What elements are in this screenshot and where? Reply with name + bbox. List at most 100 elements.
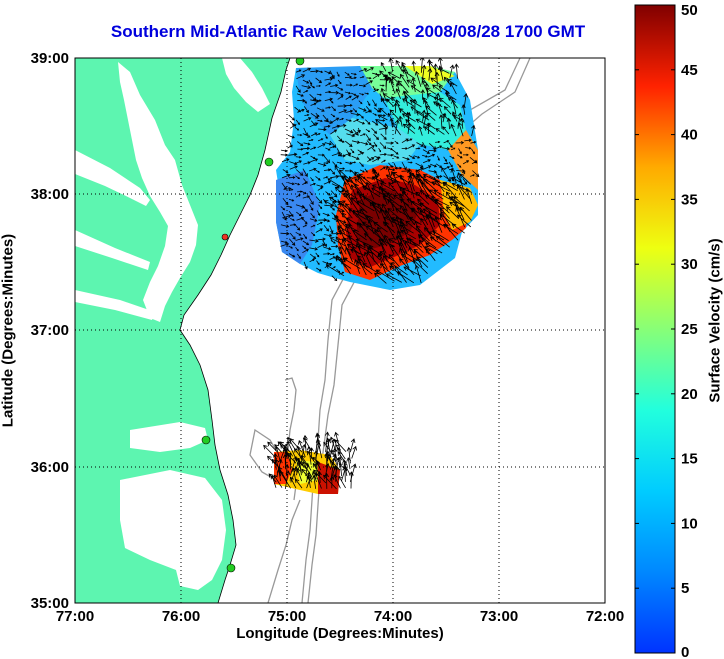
velocity-arrow bbox=[363, 233, 381, 247]
velocity-arrow bbox=[372, 112, 378, 116]
velocity-arrow bbox=[342, 466, 348, 482]
velocity-arrow bbox=[435, 145, 443, 149]
velocity-arrow bbox=[316, 210, 321, 216]
velocity-arrow bbox=[367, 247, 381, 261]
velocity-arrow bbox=[339, 117, 344, 121]
velocity-arrow bbox=[317, 143, 326, 149]
x-axis-label: Longitude (Degrees:Minutes) bbox=[236, 625, 444, 642]
velocity-arrow bbox=[365, 134, 371, 142]
velocity-arrow bbox=[296, 93, 304, 97]
colorbar-tick-label: 40 bbox=[681, 127, 698, 144]
velocity-arrow bbox=[287, 440, 296, 459]
velocity-arrow bbox=[325, 90, 332, 94]
velocity-arrow bbox=[446, 117, 452, 130]
velocity-arrow bbox=[452, 111, 458, 122]
velocity-arrow bbox=[384, 209, 394, 227]
velocity-arrow bbox=[359, 76, 365, 79]
velocity-arrow bbox=[338, 271, 345, 275]
velocity-arrow bbox=[303, 233, 307, 240]
velocity-arrow bbox=[324, 142, 332, 146]
velocity-arrow bbox=[301, 85, 312, 90]
velocity-arrow bbox=[352, 108, 358, 113]
y-tick-label: 38:00 bbox=[31, 186, 69, 203]
velocity-arrow bbox=[399, 247, 410, 269]
velocity-arrow bbox=[352, 128, 359, 136]
velocity-arrow bbox=[384, 234, 395, 254]
velocity-arrow bbox=[331, 244, 339, 248]
velocity-arrow bbox=[422, 165, 432, 170]
velocity-arrow bbox=[310, 112, 319, 119]
velocity-arrow bbox=[338, 169, 354, 183]
velocity-arrow bbox=[303, 106, 309, 114]
velocity-arrow bbox=[400, 204, 409, 220]
velocity-arrow bbox=[438, 97, 451, 108]
velocity-arrow bbox=[422, 142, 427, 149]
velocity-arrow bbox=[338, 92, 344, 96]
velocity-arrow bbox=[331, 106, 336, 112]
velocity-arrow bbox=[448, 142, 453, 149]
velocity-arrow bbox=[416, 142, 424, 147]
velocity-arrow bbox=[322, 261, 330, 265]
velocity-arrow bbox=[345, 217, 359, 226]
velocity-arrow bbox=[294, 126, 300, 131]
velocity-arrow bbox=[288, 198, 295, 202]
velocity-arrow bbox=[367, 100, 371, 107]
velocity-arrow bbox=[375, 269, 395, 282]
velocity-arrow bbox=[353, 118, 360, 123]
velocity-arrow bbox=[419, 210, 429, 226]
velocity-arrow bbox=[422, 173, 443, 184]
velocity-arrow bbox=[350, 197, 368, 213]
shelf-contour-5 bbox=[267, 499, 301, 603]
velocity-arrow bbox=[430, 77, 443, 87]
velocity-arrow bbox=[329, 256, 336, 260]
velocity-arrow bbox=[394, 119, 400, 135]
velocity-arrow bbox=[365, 110, 371, 114]
velocity-arrow bbox=[392, 149, 399, 155]
colorbar-tick-label: 5 bbox=[681, 580, 689, 597]
colorbar-tick-label: 10 bbox=[681, 515, 698, 532]
velocity-arrow bbox=[413, 155, 421, 159]
velocity-arrow bbox=[281, 173, 291, 179]
velocity-arrow bbox=[338, 140, 345, 143]
velocity-arrow bbox=[441, 146, 451, 151]
velocity-arrow bbox=[303, 261, 308, 270]
velocity-arrow bbox=[452, 114, 465, 123]
velocity-arrow bbox=[358, 84, 367, 88]
velocity-arrow bbox=[377, 114, 388, 121]
velocity-arrow bbox=[414, 264, 422, 284]
velocity-arrow bbox=[359, 223, 373, 242]
velocity-arrow bbox=[316, 221, 323, 226]
velocity-arrow bbox=[316, 93, 322, 96]
velocity-arrow bbox=[351, 140, 361, 144]
colorbar bbox=[634, 4, 676, 654]
delaware-bay bbox=[222, 58, 270, 112]
velocity-arrow bbox=[302, 245, 307, 250]
velocity-arrow bbox=[309, 253, 317, 259]
velocity-arrow bbox=[302, 182, 307, 185]
velocity-arrow bbox=[289, 165, 298, 170]
map-title: Southern Mid-Atlantic Raw Velocities 200… bbox=[110, 22, 586, 41]
colorbar-tick-label: 50 bbox=[681, 2, 698, 19]
velocity-arrow bbox=[443, 140, 450, 144]
velocity-arrow bbox=[329, 237, 346, 247]
velocity-arrow bbox=[338, 475, 346, 489]
velocity-arrow bbox=[316, 267, 322, 272]
velocity-arrow bbox=[465, 146, 472, 150]
velocity-arrow bbox=[343, 462, 351, 476]
velocity-arrow bbox=[463, 153, 469, 157]
velocity-arrow bbox=[263, 444, 278, 460]
velocity-arrow bbox=[344, 71, 350, 76]
velocity-arrow bbox=[281, 211, 287, 221]
velocity-arrow bbox=[429, 236, 445, 247]
velocity-arrow bbox=[325, 438, 332, 459]
velocity-arrow bbox=[335, 444, 346, 460]
velocity-arrow bbox=[421, 182, 436, 199]
velocity-arrow bbox=[331, 457, 337, 477]
velocity-arrow bbox=[349, 248, 365, 256]
velocity-arrow bbox=[302, 168, 308, 177]
velocity-arrow bbox=[304, 113, 310, 117]
velocity-arrow bbox=[346, 104, 353, 107]
velocity-arrow bbox=[302, 151, 310, 156]
velocity-arrow bbox=[331, 117, 340, 123]
